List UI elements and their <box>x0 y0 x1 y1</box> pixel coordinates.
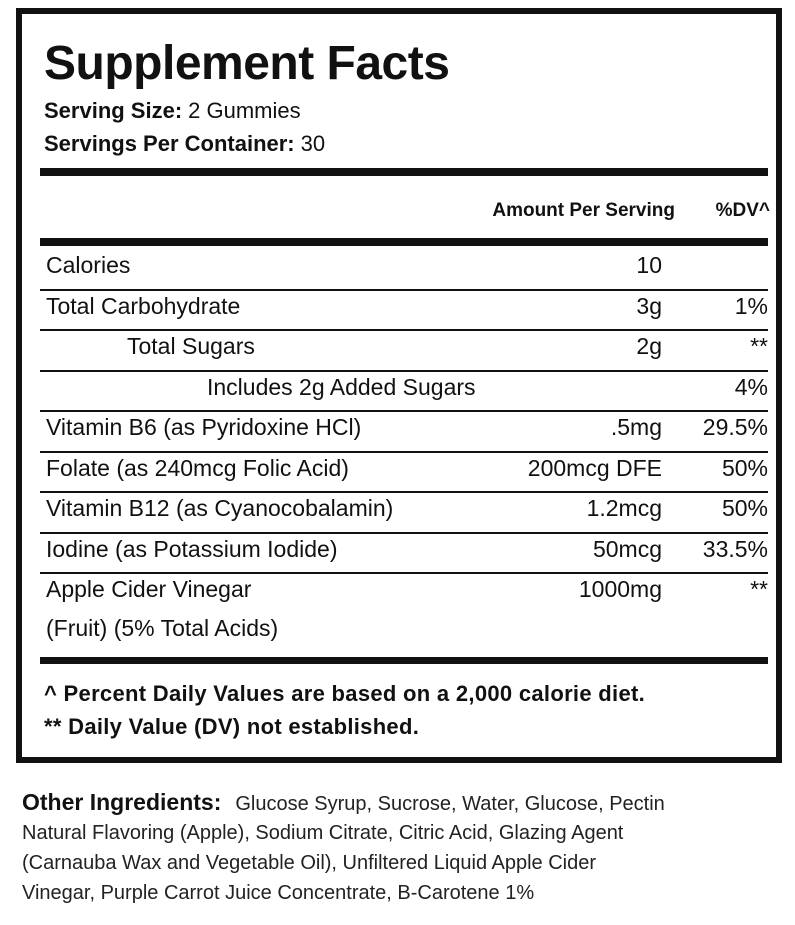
row-name: Folate (as 240mcg Folic Acid) <box>46 454 349 481</box>
row-amount: 1.2mcg <box>586 495 662 521</box>
row-name: Vitamin B6 (as Pyridoxine HCl) <box>46 414 362 440</box>
row-amount: 50mcg <box>592 535 662 562</box>
row-amount: 2g <box>636 333 662 359</box>
thick-rule <box>40 657 768 664</box>
row-dv: 29.5% <box>702 414 768 440</box>
row-amount: 10 <box>636 252 662 278</box>
row-name: Apple Cider Vinegar <box>46 576 252 602</box>
row-rule <box>40 410 768 412</box>
value: 30 <box>300 131 326 156</box>
title: Supplement Facts <box>44 37 450 90</box>
footnote: ** Daily Value (DV) not established. <box>44 714 420 739</box>
row-dv: ** <box>750 576 768 602</box>
row-amount: 200mcg DFE <box>527 454 662 481</box>
row-name: (Fruit) (5% Total Acids) <box>46 615 279 641</box>
facts-panel <box>16 8 782 763</box>
row-rule <box>40 491 768 493</box>
row-name: Total Sugars <box>127 333 255 359</box>
row-rule <box>40 450 768 453</box>
row-amount: 3g <box>636 292 662 319</box>
row-name: Vitamin B12 (as Cyanocobalamin) <box>46 495 394 521</box>
thick-rule <box>40 238 768 246</box>
ingredients-line: Other Ingredients: Glucose Syrup, Sucrose… <box>22 789 665 816</box>
servings-per-container: Servings Per Container: 30 <box>44 131 325 157</box>
column-header: Amount Per Serving <box>492 200 675 221</box>
ingredients-label: Other Ingredients: <box>22 789 222 815</box>
label: Serving Size: <box>44 98 183 123</box>
thick-rule <box>40 168 768 176</box>
ingredients-text: Vinegar, Purple Carrot Juice Concentrate… <box>22 882 535 904</box>
row-rule <box>40 329 768 331</box>
row-dv: 1% <box>734 292 768 319</box>
ingredients-text: (Carnauba Wax and Vegetable Oil), Unfilt… <box>22 852 597 874</box>
ingredients-text: Glucose Syrup, Sucrose, Water, Glucose, … <box>235 793 665 815</box>
row-name: Includes 2g Added Sugars <box>207 373 476 400</box>
row-dv: 33.5% <box>702 535 768 562</box>
row-name: Calories <box>46 252 131 278</box>
row-rule <box>40 572 768 574</box>
row-amount: 1000mg <box>578 576 662 602</box>
value: 2 Gummies <box>188 98 301 123</box>
column-header: %DV^ <box>715 200 770 221</box>
serving-size: Serving Size: 2 Gummies <box>44 98 301 124</box>
row-rule <box>40 531 768 534</box>
row-dv: ** <box>750 333 768 359</box>
footnote: ^ Percent Daily Values are based on a 2,… <box>44 681 646 706</box>
row-dv: 50% <box>721 495 768 521</box>
row-name: Total Carbohydrate <box>46 292 241 319</box>
ingredients-text: Natural Flavoring (Apple), Sodium Citrat… <box>22 822 624 844</box>
row-dv: 4% <box>734 373 768 400</box>
label: Servings Per Container: <box>44 131 295 156</box>
row-rule <box>40 288 768 291</box>
row-dv: 50% <box>721 454 768 481</box>
row-rule <box>40 369 768 372</box>
row-name: Iodine (as Potassium Iodide) <box>46 535 338 562</box>
row-amount: .5mg <box>610 414 662 440</box>
